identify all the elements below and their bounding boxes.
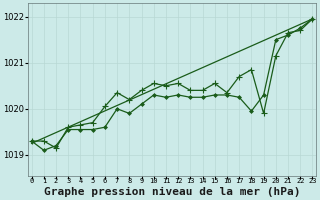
X-axis label: Graphe pression niveau de la mer (hPa): Graphe pression niveau de la mer (hPa) bbox=[44, 187, 300, 197]
